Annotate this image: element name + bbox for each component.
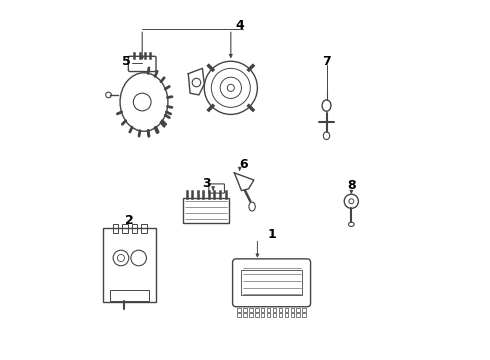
Text: 7: 7 <box>322 55 331 68</box>
Text: 4: 4 <box>235 19 244 32</box>
Text: 5: 5 <box>122 55 131 68</box>
Text: 6: 6 <box>239 158 247 171</box>
Text: 8: 8 <box>347 179 356 192</box>
Text: 3: 3 <box>202 177 210 190</box>
Text: 1: 1 <box>267 229 276 242</box>
Text: 2: 2 <box>125 214 134 227</box>
